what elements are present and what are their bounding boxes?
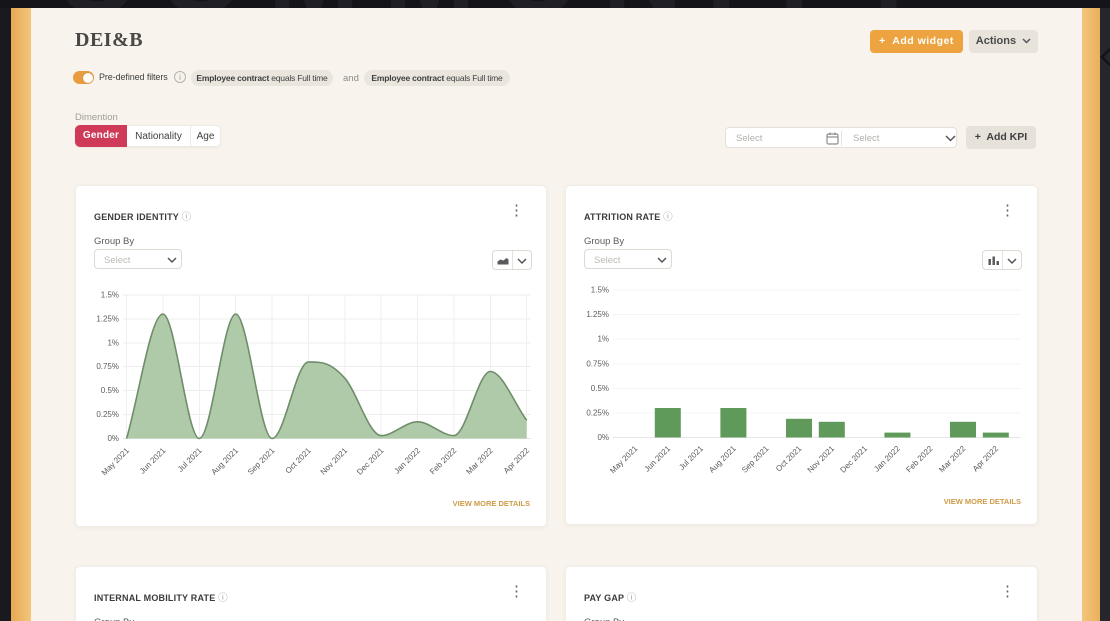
svg-text:Mar 2022: Mar 2022 xyxy=(464,446,495,477)
svg-text:1.5%: 1.5% xyxy=(591,286,609,295)
svg-text:Jan 2022: Jan 2022 xyxy=(392,446,422,476)
svg-text:Feb 2022: Feb 2022 xyxy=(904,444,935,475)
svg-text:Jul 2021: Jul 2021 xyxy=(677,444,705,472)
svg-text:Oct 2021: Oct 2021 xyxy=(774,444,804,474)
svg-text:Jun 2021: Jun 2021 xyxy=(138,446,168,476)
svg-text:Sep 2021: Sep 2021 xyxy=(246,446,277,477)
svg-text:Nov 2021: Nov 2021 xyxy=(319,446,350,477)
svg-text:0.5%: 0.5% xyxy=(591,384,609,393)
svg-text:Apr 2022: Apr 2022 xyxy=(971,444,1001,474)
svg-text:Dec 2021: Dec 2021 xyxy=(355,446,386,477)
svg-text:1%: 1% xyxy=(597,335,609,344)
svg-text:May 2021: May 2021 xyxy=(100,446,132,478)
svg-text:1.25%: 1.25% xyxy=(586,310,609,319)
svg-text:0.75%: 0.75% xyxy=(96,362,119,371)
svg-text:0%: 0% xyxy=(107,434,119,443)
svg-text:Jan 2022: Jan 2022 xyxy=(872,444,902,474)
svg-text:1%: 1% xyxy=(107,338,119,347)
svg-text:Oct 2021: Oct 2021 xyxy=(283,446,313,476)
svg-text:Dec 2021: Dec 2021 xyxy=(838,444,869,475)
svg-text:May 2021: May 2021 xyxy=(608,444,640,476)
svg-text:Nov 2021: Nov 2021 xyxy=(806,444,837,475)
svg-text:0%: 0% xyxy=(597,433,609,442)
svg-text:Feb 2022: Feb 2022 xyxy=(428,446,459,477)
svg-text:0.5%: 0.5% xyxy=(101,386,119,395)
svg-text:Aug 2021: Aug 2021 xyxy=(707,444,738,475)
svg-text:Sep 2021: Sep 2021 xyxy=(740,444,771,475)
svg-text:Mar 2022: Mar 2022 xyxy=(937,444,968,475)
svg-text:0.25%: 0.25% xyxy=(96,410,119,419)
svg-text:1.5%: 1.5% xyxy=(101,291,119,300)
svg-text:0.25%: 0.25% xyxy=(586,409,609,418)
svg-text:1.25%: 1.25% xyxy=(96,314,119,323)
svg-text:Aug 2021: Aug 2021 xyxy=(210,446,241,477)
svg-text:Apr 2022: Apr 2022 xyxy=(502,446,532,476)
svg-text:Jun 2021: Jun 2021 xyxy=(643,444,673,474)
svg-text:0.75%: 0.75% xyxy=(586,359,609,368)
svg-text:Jul 2021: Jul 2021 xyxy=(176,446,204,474)
